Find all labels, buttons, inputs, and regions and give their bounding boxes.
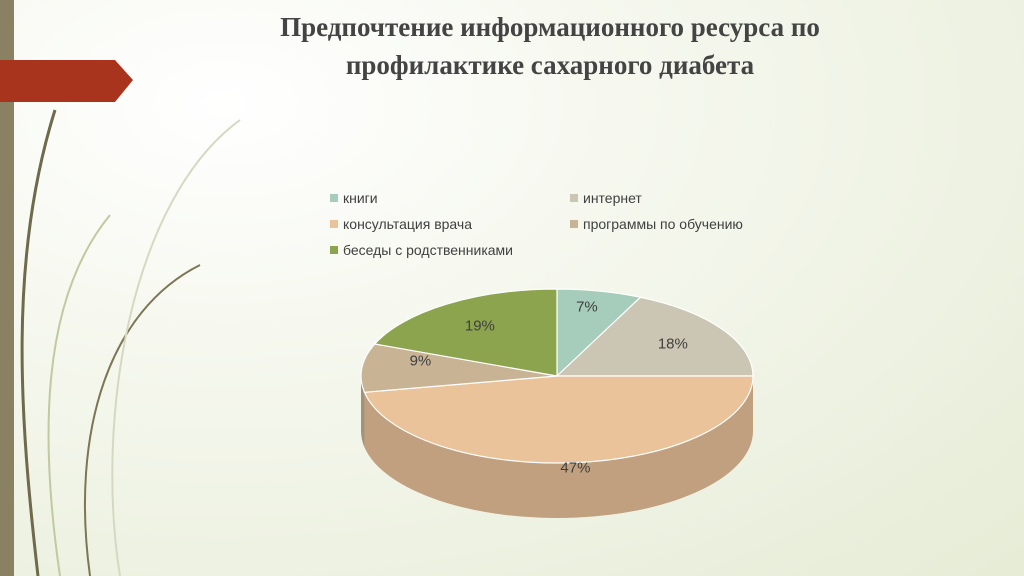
decorative-stroke xyxy=(47,214,111,576)
legend-item-relatives: беседы с родственниками xyxy=(330,242,513,258)
legend-item-books: книги xyxy=(330,190,378,206)
legend-item-doctor: консультация врача xyxy=(330,216,472,232)
pie-slice-side xyxy=(361,376,365,448)
pie-slice-1 xyxy=(555,296,754,377)
pie-data-label: 7% xyxy=(576,299,598,316)
pie-data-label: 9% xyxy=(410,352,432,369)
left-accent-bar xyxy=(0,0,14,576)
slide-title: Предпочтение информационного ресурса по … xyxy=(280,12,820,80)
legend-item-internet: интернет xyxy=(570,190,642,206)
legend-swatch xyxy=(570,194,578,202)
pie-slice-2 xyxy=(363,375,754,464)
pie-data-label: 47% xyxy=(560,460,590,477)
legend-label: программы по обучению xyxy=(583,216,743,232)
decorative-background xyxy=(0,60,241,576)
legend-swatch xyxy=(330,246,338,254)
title-arrow-ribbon xyxy=(0,60,133,102)
pie-slice-side xyxy=(364,376,753,518)
legend-label: беседы с родственниками xyxy=(343,242,513,258)
legend-swatch xyxy=(330,194,338,202)
decorative-stroke xyxy=(111,119,241,576)
decorative-stroke xyxy=(20,109,57,576)
legend-swatch xyxy=(330,220,338,228)
legend-swatch xyxy=(570,220,578,228)
legend-item-programs: программы по обучению xyxy=(570,216,743,232)
pie-slice-3 xyxy=(360,343,558,393)
pie-data-label: 18% xyxy=(658,335,688,352)
legend-label: книги xyxy=(343,190,378,206)
pie-slice-4 xyxy=(373,288,558,377)
pie-data-label: 19% xyxy=(465,318,495,335)
decorative-stroke xyxy=(84,264,201,576)
legend-label: консультация врача xyxy=(343,216,472,232)
legend-label: интернет xyxy=(583,190,642,206)
